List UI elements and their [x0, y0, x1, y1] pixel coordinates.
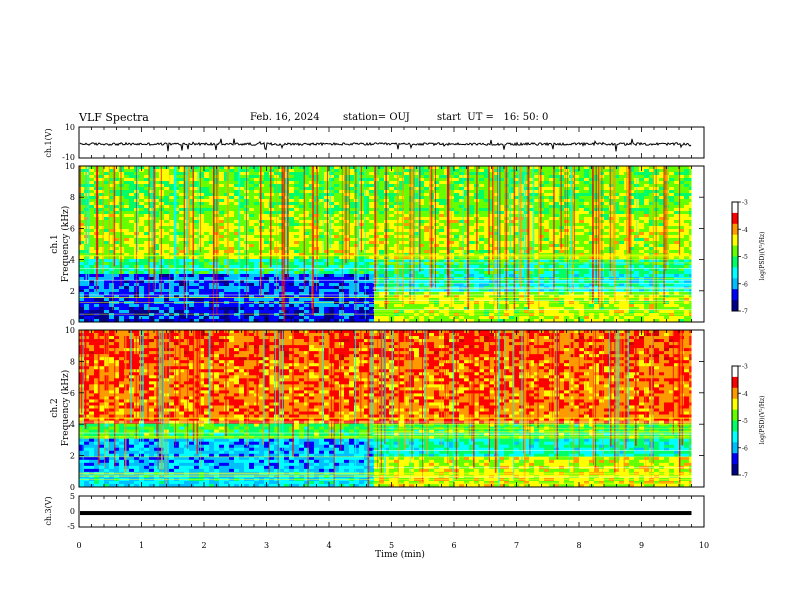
x-axis-label: Time (min): [375, 549, 425, 560]
freq-tick-label: 0: [70, 483, 75, 492]
date-label: Feb. 16, 2024: [250, 112, 320, 123]
colorbar-tick-label: -6: [742, 445, 748, 452]
freq-tick-label: 2: [70, 452, 75, 461]
ch2-spectrogram-heatmap: [79, 330, 704, 488]
colorbar-tick-label: -3: [742, 200, 748, 207]
time-tick-label: 1: [139, 541, 144, 550]
ch1-spec-ylabel-line1: ch.1: [50, 234, 60, 253]
freq-tick-label: 2: [70, 287, 75, 296]
freq-tick-label: 6: [70, 389, 75, 398]
ch1-wave-ylabel: ch.1(V): [44, 128, 53, 157]
freq-tick-label: 4: [70, 256, 75, 265]
ch3-waveform-line: [80, 511, 692, 516]
time-tick-label: 8: [576, 541, 581, 550]
ch1-spec-ylabel-line2: Frequency (kHz): [60, 206, 71, 283]
ch3-ytick-mid: 0: [70, 507, 75, 516]
freq-tick-label: 4: [70, 420, 75, 429]
freq-tick-label: 0: [70, 318, 75, 327]
ch2-colorbar-label: log(PSD)(V²/Hz): [759, 396, 766, 445]
freq-tick-label: 6: [70, 224, 75, 233]
ch1-spectrogram-heatmap: [79, 166, 704, 323]
start-time-label: start UT = 16: 50: 0: [437, 112, 549, 123]
ch1-spectrogram-panel: 0 2 4 6 8 10 ch.1 Frequency (kHz): [50, 162, 705, 327]
freq-tick-label: 10: [65, 326, 75, 335]
time-tick-label: 6: [451, 541, 456, 550]
ch2-spec-ylabel-line2: Frequency (kHz): [60, 370, 71, 447]
chart-title: VLF Spectra: [79, 111, 149, 124]
colorbar-tick-label: -4: [742, 227, 748, 234]
ch1-ytick-top: 10: [65, 123, 75, 132]
station-label: station= OUJ: [343, 112, 410, 123]
time-tick-label: 2: [201, 541, 206, 550]
colorbar-tick-label: -7: [742, 309, 748, 316]
ch1-waveform-line: [79, 138, 692, 152]
ch2-colorbar: -3 -4 -5 -6 -7 log(PSD)(V²/Hz): [731, 364, 766, 480]
time-tick-label: 0: [76, 541, 81, 550]
colorbar-tick-label: -3: [742, 364, 748, 371]
ch1-ytick-bottom: -10: [62, 153, 75, 162]
freq-tick-label: 10: [65, 162, 75, 171]
freq-tick-label: 8: [70, 193, 75, 202]
colorbar-tick-label: -5: [742, 254, 748, 261]
colorbar-tick-label: -6: [742, 281, 748, 288]
time-tick-label: 3: [264, 541, 269, 550]
colorbar-tick-label: -7: [742, 473, 748, 480]
ch1-colorbar-label: log(PSD)(V²/Hz): [759, 232, 766, 281]
ch1-waveform-panel: 10 -10 ch.1(V): [44, 123, 705, 162]
colorbar-tick-label: -5: [742, 418, 748, 425]
time-tick-label: 9: [639, 541, 644, 550]
time-tick-label: 4: [326, 541, 331, 550]
time-tick-label: 10: [699, 541, 709, 550]
ch3-ytick-bottom: -5: [67, 522, 75, 531]
time-tick-label: 7: [514, 541, 519, 550]
ch2-spectrogram-panel: 0 2 4 6 8 10 ch.2 Frequency (kHz): [50, 326, 705, 492]
ch3-wave-ylabel: ch.3(V): [44, 496, 53, 525]
ch1-colorbar: -3 -4 -5 -6 -7 log(PSD)(V²/Hz): [731, 200, 766, 316]
colorbar-tick-label: -4: [742, 391, 748, 398]
freq-tick-label: 8: [70, 357, 75, 366]
ch3-ytick-top: 5: [70, 492, 75, 501]
ch2-spec-ylabel-line1: ch.2: [50, 398, 60, 417]
ch3-waveform-panel: 5 0 -5 ch.3(V) 0 1 2 3 4 5 6 7 8 9 10 Time (min): [44, 492, 709, 560]
time-tick-label: 5: [389, 541, 394, 550]
